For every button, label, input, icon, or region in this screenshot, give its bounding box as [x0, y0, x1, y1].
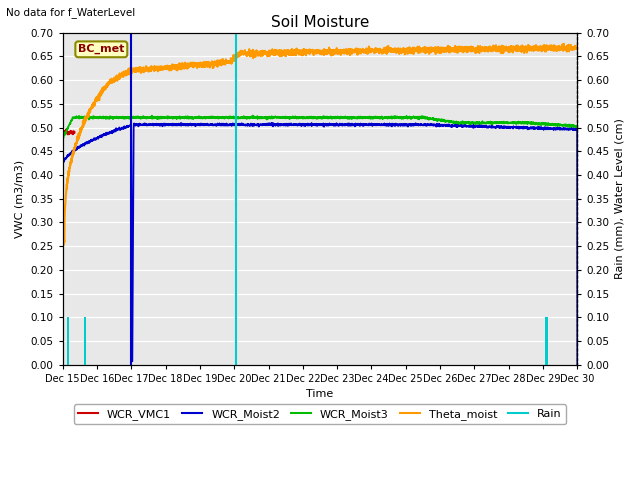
Text: No data for f_WaterLevel: No data for f_WaterLevel — [6, 7, 136, 18]
Title: Soil Moisture: Soil Moisture — [271, 15, 369, 30]
Text: BC_met: BC_met — [78, 44, 125, 54]
Y-axis label: VWC (m3/m3): VWC (m3/m3) — [15, 160, 25, 238]
Bar — [67, 317, 69, 365]
Bar — [235, 33, 237, 365]
Bar — [84, 317, 86, 365]
Legend: WCR_VMC1, WCR_Moist2, WCR_Moist3, Theta_moist, Rain: WCR_VMC1, WCR_Moist2, WCR_Moist3, Theta_… — [74, 404, 566, 424]
Bar — [545, 317, 548, 365]
X-axis label: Time: Time — [307, 389, 333, 399]
Y-axis label: Rain (mm), Water Level (cm): Rain (mm), Water Level (cm) — [615, 118, 625, 279]
